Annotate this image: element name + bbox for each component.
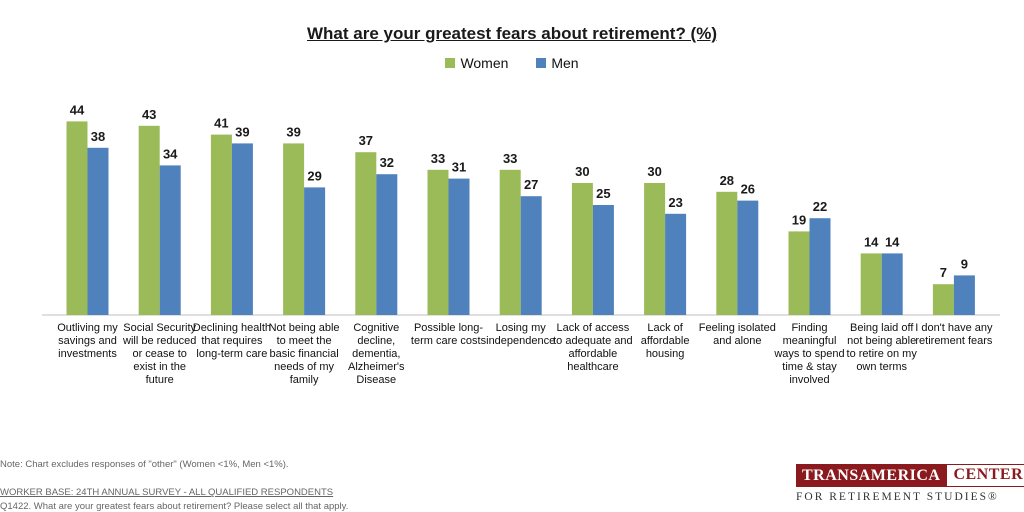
logo-subtitle: FOR RETIREMENT STUDIES® [796, 491, 1008, 503]
bar-men [809, 218, 831, 315]
data-label-women: 41 [214, 116, 228, 131]
bar-men [231, 143, 253, 315]
category-label: Possible long-term care costs [410, 322, 487, 347]
data-label-women: 39 [286, 124, 300, 139]
data-label-women: 14 [864, 234, 879, 249]
bar-men [520, 196, 542, 315]
category-label: Outliving my savings and investments [57, 322, 118, 360]
data-label-men: 14 [885, 234, 900, 249]
data-label-men: 32 [380, 155, 394, 170]
bar-women [571, 183, 593, 315]
bar-women [66, 121, 88, 316]
logo-word: CENTER [946, 464, 1024, 487]
data-label-men: 23 [668, 195, 682, 210]
data-label-men: 39 [235, 124, 249, 139]
data-label-men: 9 [961, 256, 968, 271]
logo-registered-mark: ® [988, 491, 999, 503]
category-label: Declining health that requires long-term… [192, 322, 272, 360]
bar-women [716, 191, 738, 315]
survey-question: Q1422. What are your greatest fears abou… [0, 501, 349, 512]
bar-women [355, 152, 377, 315]
legend-label-women: Women [460, 55, 509, 71]
bar-women [210, 134, 232, 315]
category-label: Lack of access to adequate and affordabl… [553, 322, 633, 373]
data-label-men: 29 [307, 168, 321, 183]
legend-item-men: Men [536, 55, 579, 71]
legend-label-men: Men [551, 55, 579, 71]
data-label-women: 43 [142, 107, 156, 122]
bar-men [953, 275, 975, 315]
data-label-men: 31 [452, 160, 466, 175]
logo-subtitle-text: FOR RETIREMENT STUDIES [796, 491, 989, 503]
category-label: Feeling isolated and alone [698, 322, 776, 347]
bar-men [881, 253, 903, 315]
data-label-women: 33 [503, 151, 517, 166]
bar-women [499, 169, 521, 315]
data-label-men: 27 [524, 177, 538, 192]
bar-women [788, 231, 810, 315]
bar-women [427, 169, 449, 315]
bar-men [304, 187, 326, 315]
bar-men [448, 178, 470, 315]
data-label-women: 7 [940, 265, 947, 280]
data-label-women: 30 [575, 164, 589, 179]
data-label-men: 22 [813, 199, 827, 214]
data-label-women: 28 [720, 173, 734, 188]
data-label-women: 33 [431, 151, 445, 166]
bar-women [138, 125, 160, 315]
category-label: Not being able to meet the basic financi… [268, 322, 340, 386]
bar-men [376, 174, 398, 315]
worker-base-link[interactable]: WORKER BASE: 24TH ANNUAL SURVEY - ALL QU… [0, 487, 334, 498]
logo-name: TRANSAMERICA [796, 464, 947, 487]
data-label-men: 26 [741, 182, 755, 197]
bar-women [283, 143, 305, 315]
legend-swatch-women [445, 58, 456, 68]
legend: Women Men [0, 55, 1024, 71]
bar-men [87, 147, 109, 315]
data-label-women: 19 [792, 212, 806, 227]
data-label-men: 38 [91, 129, 105, 144]
bar-chart: 44 38 43 34 41 39 39 29 37 32 33 31 33 27 30 25 30 23 28 26… [42, 102, 1000, 316]
category-label: Finding meaningful ways to spend time & … [774, 322, 845, 386]
data-label-men: 34 [163, 146, 178, 161]
bar-men [665, 213, 687, 315]
chart-title: What are your greatest fears about retir… [307, 24, 717, 43]
bar-women [932, 284, 954, 315]
category-label: Social Security will be reduced or cease… [123, 322, 197, 386]
category-label: Lack of affordable housing [640, 322, 690, 360]
category-label: I don't have any retirement fears [915, 322, 993, 347]
legend-item-women: Women [445, 55, 508, 71]
category-label: Cognitive decline, dementia, Alzheimer's… [348, 322, 405, 386]
bar-women [860, 253, 882, 315]
bar-women [644, 183, 666, 315]
bar-men [159, 165, 181, 315]
data-label-women: 44 [70, 102, 85, 117]
transamerica-logo: TRANSAMERICA CENTER FOR RETIREMENT STUDI… [796, 464, 1024, 503]
data-label-women: 37 [359, 133, 373, 148]
data-label-women: 30 [647, 164, 661, 179]
logo-top: TRANSAMERICA CENTER [796, 464, 1024, 487]
category-label: Being laid off not being able to retire … [846, 322, 917, 373]
bar-men [592, 205, 614, 315]
chart-note: Note: Chart excludes responses of "other… [0, 459, 289, 470]
bar-men [737, 200, 759, 315]
data-label-men: 25 [596, 186, 610, 201]
legend-swatch-men [536, 58, 547, 68]
category-label: Losing my independence [486, 322, 556, 347]
